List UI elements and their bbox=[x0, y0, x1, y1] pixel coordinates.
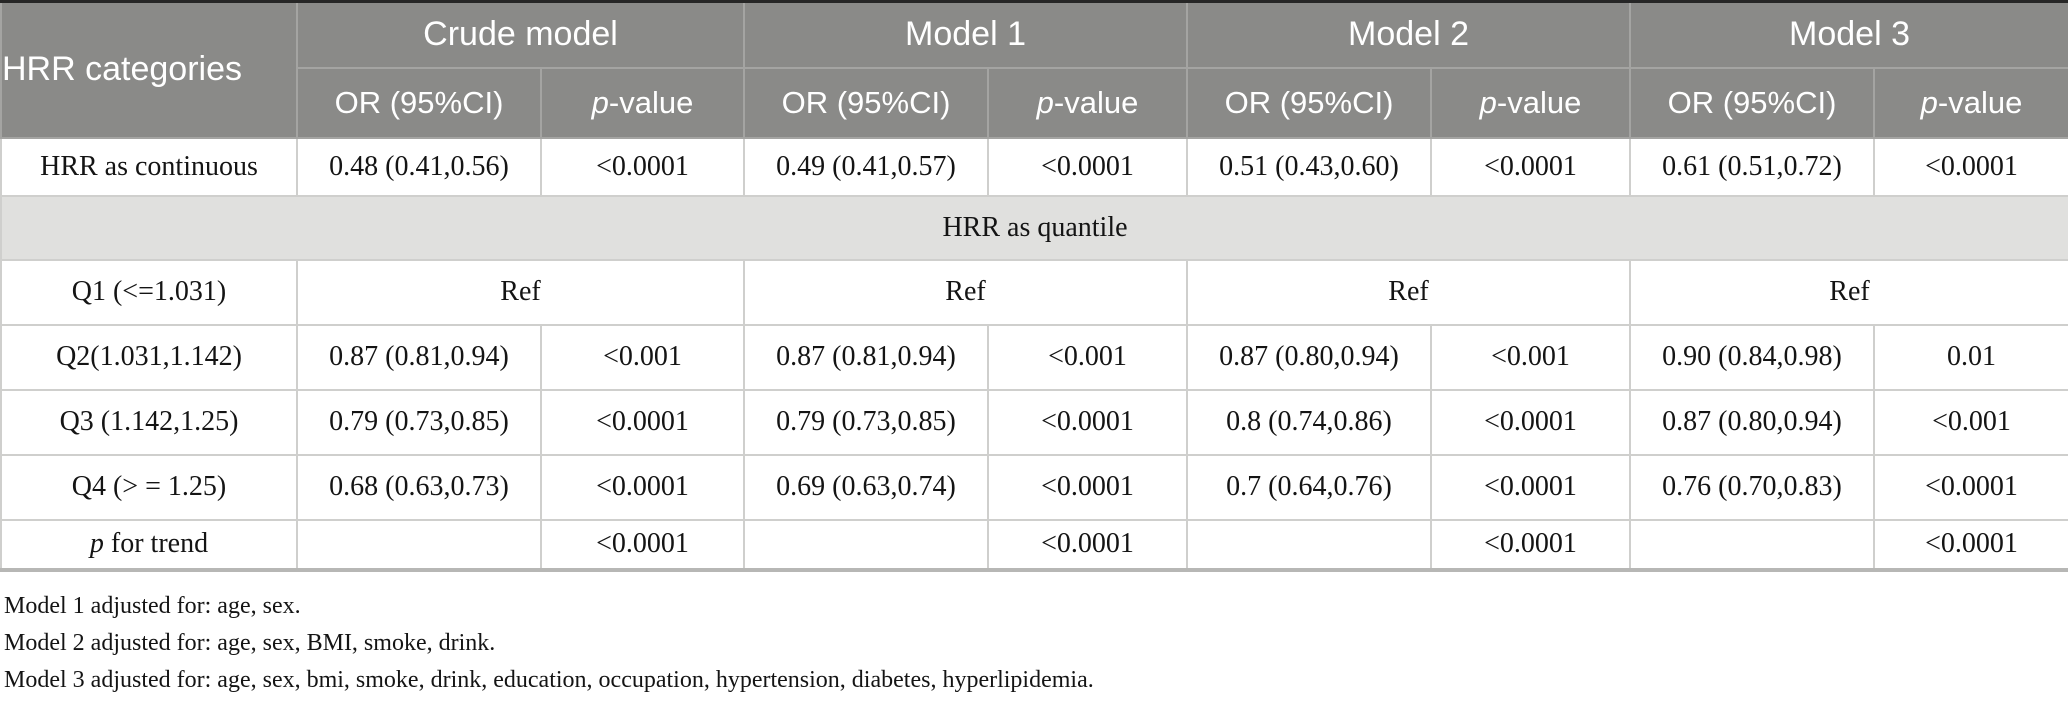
row-label: Q4 (> = 1.25) bbox=[0, 453, 298, 521]
trend-label-rest: for trend bbox=[103, 528, 209, 559]
row-q4: Q4 (> = 1.25) 0.68 (0.63,0.73) <0.0001 0… bbox=[0, 453, 2068, 521]
p-italic: p bbox=[1036, 84, 1054, 120]
or-cell: 0.8 (0.74,0.86) bbox=[1186, 388, 1432, 456]
p-cell: <0.0001 bbox=[1430, 453, 1631, 521]
row-q3: Q3 (1.142,1.25) 0.79 (0.73,0.85) <0.0001… bbox=[0, 388, 2068, 456]
or-cell-empty bbox=[743, 518, 989, 571]
p-cell: <0.0001 bbox=[540, 388, 745, 456]
or-cell: 0.79 (0.73,0.85) bbox=[296, 388, 542, 456]
or-cell: 0.90 (0.84,0.98) bbox=[1629, 323, 1875, 391]
p-cell: <0.0001 bbox=[987, 136, 1188, 197]
or-cell: 0.76 (0.70,0.83) bbox=[1629, 453, 1875, 521]
header-p-crude: p-value bbox=[540, 66, 745, 139]
ref-cell: Ref bbox=[1629, 258, 2068, 326]
row-label: Q2(1.031,1.142) bbox=[0, 323, 298, 391]
p-cell: <0.0001 bbox=[1430, 518, 1631, 571]
or-cell: 0.79 (0.73,0.85) bbox=[743, 388, 989, 456]
or-cell: 0.61 (0.51,0.72) bbox=[1629, 136, 1875, 197]
header-or-model3: OR (95%CI) bbox=[1629, 66, 1875, 139]
p-italic: p bbox=[1479, 84, 1497, 120]
row-label: Q3 (1.142,1.25) bbox=[0, 388, 298, 456]
footnote-model-1: Model 1 adjusted for: age, sex. bbox=[4, 592, 301, 619]
p-cell: <0.001 bbox=[540, 323, 745, 391]
section-label: HRR as quantile bbox=[0, 194, 2068, 261]
p-cell: <0.0001 bbox=[1873, 518, 2068, 571]
p-cell: <0.0001 bbox=[1430, 136, 1631, 197]
p-cell: <0.0001 bbox=[1430, 388, 1631, 456]
row-p-for-trend: p for trend <0.0001 <0.0001 <0.0001 <0.0… bbox=[0, 518, 2068, 571]
row-label: p for trend bbox=[0, 518, 298, 571]
or-cell: 0.49 (0.41,0.57) bbox=[743, 136, 989, 197]
or-cell: 0.51 (0.43,0.60) bbox=[1186, 136, 1432, 197]
or-cell-empty bbox=[296, 518, 542, 571]
or-cell: 0.68 (0.63,0.73) bbox=[296, 453, 542, 521]
p-italic: p bbox=[89, 528, 104, 559]
header-row-groups: HRR categories Crude model Model 1 Model… bbox=[0, 0, 2068, 139]
p-cell: <0.0001 bbox=[540, 518, 745, 571]
p-cell: 0.01 bbox=[1873, 323, 2068, 391]
footnote-model-2: Model 2 adjusted for: age, sex, BMI, smo… bbox=[4, 629, 496, 656]
header-crude-model: Crude model bbox=[296, 0, 745, 69]
header-model-2: Model 2 bbox=[1186, 0, 1631, 69]
or-cell: 0.87 (0.80,0.94) bbox=[1186, 323, 1432, 391]
p-rest: -value bbox=[1496, 84, 1582, 120]
table-footnotes: Model 1 adjusted for: age, sex. Model 2 … bbox=[0, 572, 2068, 699]
header-or-crude: OR (95%CI) bbox=[296, 66, 542, 139]
p-cell: <0.0001 bbox=[987, 388, 1188, 456]
row-q2: Q2(1.031,1.142) 0.87 (0.81,0.94) <0.001 … bbox=[0, 323, 2068, 391]
or-cell-empty bbox=[1629, 518, 1875, 571]
row-q1: Q1 (<=1.031) Ref Ref Ref Ref bbox=[0, 258, 2068, 326]
ref-cell: Ref bbox=[296, 258, 745, 326]
row-section-hrr-quantile: HRR as quantile bbox=[0, 194, 2068, 261]
header-hrr-categories: HRR categories bbox=[0, 0, 298, 139]
p-cell: <0.001 bbox=[1873, 388, 2068, 456]
p-cell: <0.0001 bbox=[987, 518, 1188, 571]
header-row-subcolumns: OR (95%CI) p-value OR (95%CI) p-value OR… bbox=[1, 66, 2068, 139]
or-cell-empty bbox=[1186, 518, 1432, 571]
header-p-model3: p-value bbox=[1873, 66, 2068, 139]
p-cell: <0.0001 bbox=[987, 453, 1188, 521]
p-rest: -value bbox=[1937, 84, 2023, 120]
header-or-model2: OR (95%CI) bbox=[1186, 66, 1432, 139]
row-label: HRR as continuous bbox=[0, 136, 298, 197]
p-cell: <0.0001 bbox=[1873, 136, 2068, 197]
p-cell: <0.0001 bbox=[540, 453, 745, 521]
or-cell: 0.87 (0.81,0.94) bbox=[743, 323, 989, 391]
footnote-model-3: Model 3 adjusted for: age, sex, bmi, smo… bbox=[4, 666, 1094, 693]
or-cell: 0.87 (0.80,0.94) bbox=[1629, 388, 1875, 456]
ref-cell: Ref bbox=[1186, 258, 1631, 326]
header-p-model2: p-value bbox=[1430, 66, 1631, 139]
p-rest: -value bbox=[1053, 84, 1139, 120]
header-p-model1: p-value bbox=[987, 66, 1188, 139]
or-cell: 0.7 (0.64,0.76) bbox=[1186, 453, 1432, 521]
p-cell: <0.0001 bbox=[1873, 453, 2068, 521]
p-rest: -value bbox=[608, 84, 694, 120]
or-cell: 0.48 (0.41,0.56) bbox=[296, 136, 542, 197]
p-cell: <0.001 bbox=[987, 323, 1188, 391]
or-cell: 0.69 (0.63,0.74) bbox=[743, 453, 989, 521]
row-label: Q1 (<=1.031) bbox=[0, 258, 298, 326]
p-cell: <0.001 bbox=[1430, 323, 1631, 391]
or-cell: 0.87 (0.81,0.94) bbox=[296, 323, 542, 391]
header-model-1: Model 1 bbox=[743, 0, 1188, 69]
p-cell: <0.0001 bbox=[540, 136, 745, 197]
ref-cell: Ref bbox=[743, 258, 1188, 326]
row-hrr-continuous: HRR as continuous 0.48 (0.41,0.56) <0.00… bbox=[0, 136, 2068, 197]
p-italic: p bbox=[1920, 84, 1938, 120]
results-table: HRR categories Crude model Model 1 Model… bbox=[0, 0, 2068, 572]
header-or-model1: OR (95%CI) bbox=[743, 66, 989, 139]
p-italic: p bbox=[591, 84, 609, 120]
header-model-3: Model 3 bbox=[1629, 0, 2068, 69]
